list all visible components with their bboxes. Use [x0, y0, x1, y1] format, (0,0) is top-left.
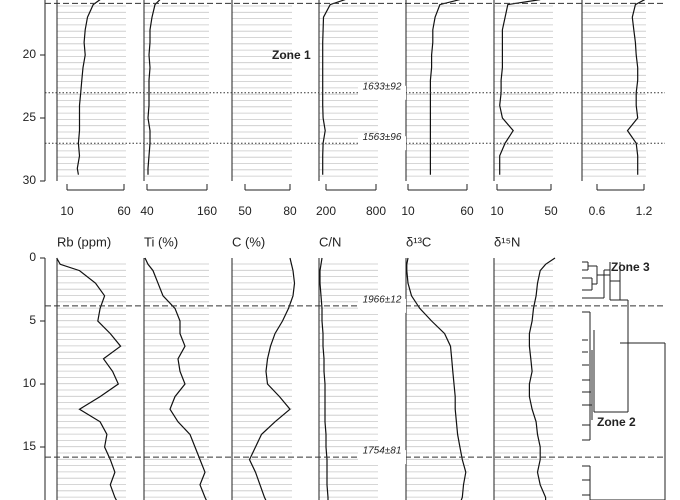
profile-line [144, 257, 207, 500]
panel-title: δ¹³C [406, 234, 431, 249]
dendrogram [582, 261, 666, 500]
zone-label: Zone 2 [597, 415, 636, 429]
date-label-bg [358, 298, 406, 313]
x-tick-label: 200 [316, 204, 336, 218]
x-tick-label: 800 [366, 204, 386, 218]
y-tick-label: 20 [23, 47, 37, 61]
x-tick-label: 40 [140, 204, 154, 218]
y-tick-label: 30 [23, 173, 37, 187]
panel-title: C (%) [232, 234, 265, 249]
y-tick-label: 15 [23, 439, 37, 453]
profile-line [406, 257, 467, 500]
date-label: 1754±81 [363, 446, 402, 457]
panel-title: Ti (%) [144, 234, 178, 249]
date-label: 1966±12 [363, 295, 402, 306]
profile-line [56, 257, 122, 500]
x-tick-label: 10 [490, 204, 504, 218]
date-label: 1633±92 [363, 81, 402, 92]
date-label-bg [358, 85, 406, 100]
panel-title: δ¹⁵N [494, 234, 520, 249]
profile-line [322, 0, 346, 175]
zone-label: Zone 1 [272, 48, 311, 62]
profile-line [147, 0, 161, 175]
x-tick-label: 160 [197, 204, 217, 218]
x-tick-label: 80 [283, 204, 297, 218]
x-tick-label: 50 [238, 204, 252, 218]
profile-line [429, 0, 461, 175]
date-label: 1563±96 [363, 132, 402, 143]
date-label-bg [358, 450, 406, 465]
zone-label: Zone 3 [611, 260, 650, 274]
date-label-bg [358, 136, 406, 151]
y-tick-label: 10 [23, 376, 37, 390]
x-tick-label: 1.2 [636, 204, 653, 218]
x-tick-label: 60 [117, 204, 131, 218]
profile-line [319, 257, 329, 500]
x-tick-label: 10 [60, 204, 74, 218]
y-tick-label: 5 [29, 313, 36, 327]
x-tick-label: 60 [460, 204, 474, 218]
panel-title: C/N [319, 234, 341, 249]
profile-line [248, 257, 296, 500]
profile-line [76, 0, 101, 175]
x-tick-label: 10 [401, 204, 415, 218]
profile-line [528, 257, 556, 500]
profile-line [499, 0, 541, 175]
profile-line [626, 0, 646, 175]
panel-title: Rb (ppm) [57, 234, 111, 249]
y-tick-label: 0 [29, 250, 36, 264]
x-tick-label: 50 [544, 204, 558, 218]
x-tick-label: 0.6 [589, 204, 606, 218]
y-tick-label: 25 [23, 110, 37, 124]
